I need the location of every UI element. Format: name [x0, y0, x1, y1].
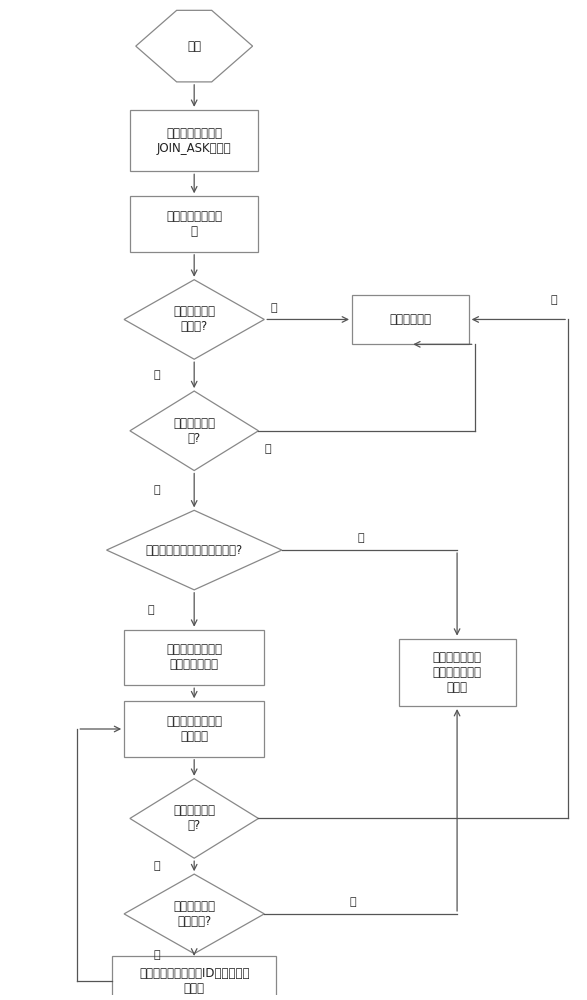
Bar — [112, 956, 276, 1000]
Text: 是: 是 — [270, 303, 276, 313]
Text: 是: 是 — [357, 533, 365, 543]
Bar — [130, 196, 258, 252]
Text: 是: 是 — [550, 295, 557, 305]
Bar — [130, 110, 258, 171]
Text: 否: 否 — [153, 861, 160, 871]
Text: 是: 是 — [349, 897, 356, 907]
Text: 是否为组播组
簇头节点?: 是否为组播组 簇头节点? — [173, 900, 215, 928]
Text: 丢弃该数据包: 丢弃该数据包 — [389, 313, 431, 326]
Text: 邻居簇头节点接收
该数据包: 邻居簇头节点接收 该数据包 — [166, 715, 222, 743]
Text: 开始: 开始 — [187, 40, 201, 53]
Text: 否: 否 — [153, 950, 160, 960]
Text: 数据包是否重
复?: 数据包是否重 复? — [173, 804, 215, 832]
Bar — [124, 630, 264, 685]
Text: 邻居节点收到数据
包: 邻居节点收到数据 包 — [166, 210, 222, 238]
Polygon shape — [130, 391, 258, 471]
Polygon shape — [136, 10, 252, 82]
Bar — [399, 639, 515, 706]
Bar — [352, 295, 469, 344]
Text: 将上游簇头的地址与ID添加入路由
表中中: 将上游簇头的地址与ID添加入路由 表中中 — [139, 967, 249, 995]
Text: 是: 是 — [153, 485, 160, 495]
Text: 否: 否 — [153, 370, 160, 380]
Bar — [124, 701, 264, 757]
Polygon shape — [124, 874, 264, 954]
Text: 将数据包广播给
簇内所有组播成
员节点: 将数据包广播给 簇内所有组播成 员节点 — [433, 651, 481, 694]
Polygon shape — [107, 510, 282, 590]
Polygon shape — [124, 280, 264, 359]
Text: 否: 否 — [264, 444, 271, 454]
Text: 是否为簇头节
点?: 是否为簇头节 点? — [173, 417, 215, 445]
Text: 源节点创建并广播
JOIN_ASK数据包: 源节点创建并广播 JOIN_ASK数据包 — [157, 127, 231, 155]
Text: 检测数据包是
否重复?: 检测数据包是 否重复? — [173, 305, 215, 333]
Text: 否: 否 — [147, 605, 154, 615]
Text: 以高功率传输的方
式广播该数据包: 以高功率传输的方 式广播该数据包 — [166, 643, 222, 671]
Polygon shape — [130, 779, 258, 858]
Text: 簇内是否包含组播组成员节点?: 簇内是否包含组播组成员节点? — [146, 544, 243, 557]
